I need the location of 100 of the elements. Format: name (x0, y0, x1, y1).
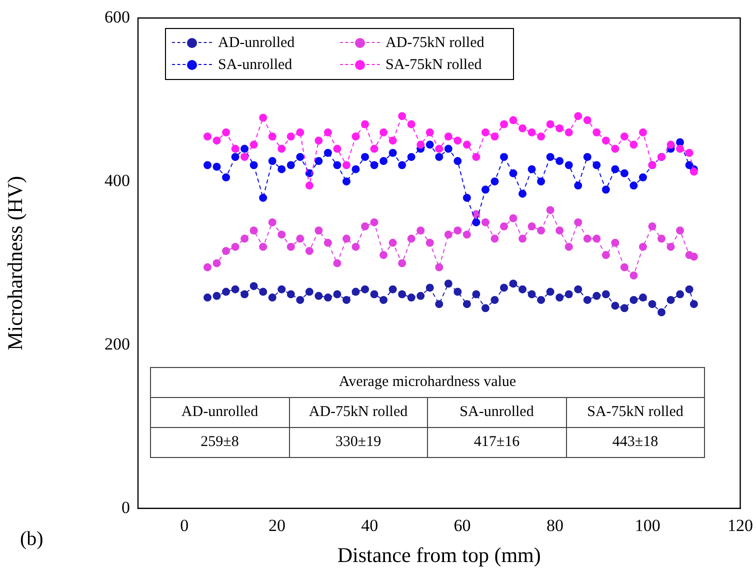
point (490, 234, 499, 243)
point (657, 234, 666, 243)
point (398, 112, 406, 120)
point (462, 194, 471, 202)
point (250, 226, 258, 235)
point (296, 152, 304, 161)
point (305, 182, 314, 190)
point (556, 294, 564, 302)
point (222, 173, 230, 182)
point (388, 148, 397, 157)
point (370, 290, 378, 298)
point (435, 300, 444, 308)
point (454, 288, 462, 296)
point (435, 263, 444, 272)
point (380, 157, 388, 166)
point (564, 242, 573, 251)
annotation: SA-75kN rolled (566, 398, 704, 428)
point (690, 168, 698, 176)
point (620, 263, 628, 272)
point (352, 242, 360, 251)
point (240, 234, 249, 243)
point (250, 282, 258, 290)
point (546, 206, 554, 214)
point (676, 138, 684, 146)
annotation: SA-unrolled (428, 398, 566, 428)
point (454, 226, 462, 235)
point (574, 182, 582, 190)
point (342, 161, 350, 170)
point (472, 218, 480, 226)
point (630, 182, 638, 190)
point (435, 144, 444, 153)
legend-label: SA-unrolled (218, 56, 292, 74)
x-tick-label: 120 (728, 516, 753, 536)
point (611, 238, 620, 247)
point (574, 112, 582, 120)
point (352, 288, 360, 296)
point (509, 214, 518, 222)
point (481, 304, 490, 312)
point (203, 263, 212, 272)
point (296, 296, 304, 304)
point (212, 136, 221, 145)
point (638, 173, 647, 182)
point (426, 284, 434, 292)
point (583, 234, 592, 243)
point (407, 234, 416, 243)
point (231, 152, 240, 161)
point (602, 251, 610, 260)
point (620, 169, 628, 178)
x-axis-title: Distance from top (mm) (337, 542, 541, 567)
point (528, 165, 536, 174)
point (286, 161, 295, 170)
point (537, 177, 546, 186)
point (592, 161, 601, 170)
point (546, 288, 554, 296)
point (564, 161, 573, 170)
point (231, 242, 240, 251)
point (509, 169, 518, 178)
point (324, 238, 332, 247)
point (648, 222, 656, 230)
point (630, 271, 638, 280)
point (676, 144, 684, 153)
point (352, 132, 360, 141)
point (380, 296, 388, 304)
point (611, 165, 620, 174)
annotation: 443±18 (566, 428, 704, 458)
point (407, 120, 416, 128)
point (426, 238, 434, 247)
point (222, 246, 230, 255)
point (602, 186, 610, 194)
point (500, 222, 508, 230)
point (462, 300, 471, 308)
point (537, 132, 546, 141)
point (407, 152, 416, 161)
point (380, 128, 388, 136)
point (481, 128, 490, 136)
point (690, 300, 698, 308)
point (490, 132, 499, 141)
point (259, 194, 268, 202)
point (231, 285, 240, 294)
point (500, 152, 508, 161)
point (203, 161, 212, 170)
point (314, 226, 323, 235)
point (556, 226, 564, 235)
point (305, 288, 314, 296)
point (426, 128, 434, 136)
point (268, 294, 276, 302)
text: (b) (20, 528, 44, 551)
annotation: Average microhardness value (150, 368, 704, 398)
point (259, 242, 268, 251)
point (296, 128, 304, 136)
point (203, 294, 212, 302)
point (259, 288, 268, 296)
annotation: AD-unrolled (150, 398, 289, 428)
point (268, 157, 276, 166)
point (231, 144, 240, 153)
x-tick-label: 80 (546, 516, 564, 536)
point (426, 140, 434, 149)
point (212, 292, 221, 300)
annotation: AD-75kN rolled (289, 398, 428, 428)
point (528, 128, 536, 136)
